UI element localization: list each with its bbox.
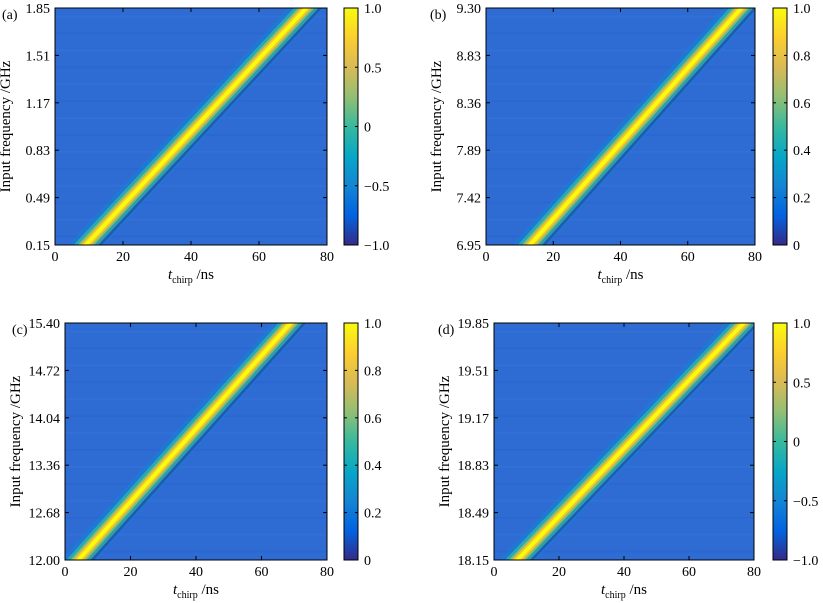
panel-d: 0 20 40 60 80 18.15 18.49 18.83 19.17 19.51 19.85(… (437, 317, 818, 601)
x-tick-label: 40 (617, 565, 631, 580)
heatmap-field (494, 323, 754, 560)
x-tick-label: 0 (483, 250, 490, 265)
colorbar-tick-label: 0 (364, 554, 371, 569)
colorbar-tick-label: −0.5 (364, 180, 389, 195)
colorbar-tick-label: 0.2 (364, 507, 382, 522)
x-tick-label: 60 (252, 250, 266, 265)
colorbar-tick-label: 1.0 (793, 317, 811, 332)
y-axis-label: Input frequency /GHz (437, 375, 453, 507)
y-tick-label: 6.95 (457, 239, 482, 254)
x-tick-label: 0 (62, 565, 69, 580)
y-tick-label: 12.68 (29, 507, 61, 522)
colorbar-tick-label: 0 (793, 239, 800, 254)
ridge-layer-4 (527, 8, 745, 245)
y-tick-label: 9.30 (457, 2, 482, 17)
x-axis-label: tchirp /ns (168, 267, 214, 286)
colorbar-tick-label: 0 (364, 121, 371, 136)
colorbar-tick-label: 1.0 (364, 317, 382, 332)
colorbar-tick-label: −1.0 (364, 239, 389, 254)
x-tick-label: 0 (52, 250, 59, 265)
x-tick-label: 40 (189, 565, 203, 580)
x-tick-label: 80 (320, 565, 334, 580)
colorbar (772, 7, 788, 246)
colorbar-tick-label: 0.4 (364, 459, 382, 474)
panel-b: 0 20 40 60 80 6.95 7.42 7.89 8.36 8.83 9.30 (b) Inpu… (429, 2, 811, 286)
colorbar-tick-label: −0.5 (793, 495, 818, 510)
heatmap-field (55, 8, 327, 245)
x-tick-label: 80 (747, 565, 761, 580)
colorbar-tick-label: 0.6 (793, 97, 811, 112)
heatmap-field (65, 323, 327, 560)
y-tick-label: 12.00 (29, 554, 61, 569)
x-tick-label: 20 (116, 250, 130, 265)
y-axis-label: Input frequency /GHz (0, 60, 14, 192)
colorbar-tick-label: −1.0 (793, 554, 818, 569)
x-tick-label: 80 (320, 250, 334, 265)
colorbar-tick-label: 0 (793, 436, 800, 451)
colorbar (343, 322, 359, 561)
colorbar-tick-label: 1.0 (793, 2, 811, 17)
y-tick-label: 18.49 (458, 507, 490, 522)
x-axis-label: tchirp /ns (173, 582, 219, 601)
x-tick-label: 20 (124, 565, 138, 580)
x-tick-label: 20 (552, 565, 566, 580)
y-tick-label: 15.40 (29, 317, 61, 332)
y-tick-label: 14.04 (29, 412, 61, 427)
y-tick-label: 7.42 (457, 192, 482, 207)
y-tick-label: 0.83 (26, 144, 51, 159)
heatmap-field (486, 8, 755, 245)
y-tick-label: 19.51 (458, 364, 490, 379)
x-tick-label: 20 (546, 250, 560, 265)
panel-a: 0 20 40 60 80 0.15 0.49 0.83 1.17 1.51 1.85 (a) Inpu… (0, 2, 389, 286)
y-axis-label: Input frequency /GHz (8, 375, 24, 507)
colorbar-tick-label: 0.5 (793, 376, 811, 391)
y-tick-label: 13.36 (29, 459, 61, 474)
x-axis-label: tchirp /ns (598, 267, 644, 286)
y-tick-label: 19.17 (458, 412, 490, 427)
colorbar-tick-label: 1.0 (364, 2, 382, 17)
panel-c: 0 20 40 60 80 12.00 12.68 13.36 14.04 14.72 15.40(… (8, 317, 382, 601)
ridge-layer-4 (83, 8, 310, 245)
x-tick-label: 60 (682, 565, 696, 580)
y-tick-label: 0.49 (26, 192, 51, 207)
y-tick-label: 1.85 (26, 2, 51, 17)
x-tick-label: 0 (491, 565, 498, 580)
y-tick-label: 18.83 (458, 459, 490, 474)
ridge-layer-4 (75, 323, 294, 560)
y-tick-label: 8.36 (457, 97, 482, 112)
colorbar-tick-label: 0.8 (364, 364, 382, 379)
panel-label: (d) (438, 323, 455, 338)
y-tick-label: 8.83 (457, 49, 482, 64)
ridge-layer-4 (514, 323, 747, 560)
colorbar-tick-label: 0.8 (793, 49, 811, 64)
panel-label: (c) (12, 323, 28, 338)
colorbar-tick-label: 0.2 (793, 192, 811, 207)
panel-label: (b) (430, 8, 447, 23)
panel-label: (a) (2, 8, 18, 23)
y-tick-label: 19.85 (458, 317, 490, 332)
y-axis-label: Input frequency /GHz (429, 60, 445, 192)
x-tick-label: 40 (184, 250, 198, 265)
y-tick-label: 18.15 (458, 554, 490, 569)
x-tick-label: 80 (748, 250, 762, 265)
x-tick-label: 40 (614, 250, 628, 265)
x-tick-label: 60 (681, 250, 695, 265)
y-tick-label: 1.17 (26, 97, 51, 112)
x-axis-label: tchirp /ns (601, 582, 647, 601)
colorbar-tick-label: 0.4 (793, 144, 811, 159)
colorbar-tick-label: 0.6 (364, 412, 382, 427)
y-tick-label: 0.15 (26, 239, 51, 254)
y-tick-label: 1.51 (26, 49, 51, 64)
y-tick-label: 7.89 (457, 144, 482, 159)
y-tick-label: 14.72 (29, 364, 61, 379)
x-tick-label: 60 (255, 565, 269, 580)
colorbar-tick-label: 0.5 (364, 61, 382, 76)
